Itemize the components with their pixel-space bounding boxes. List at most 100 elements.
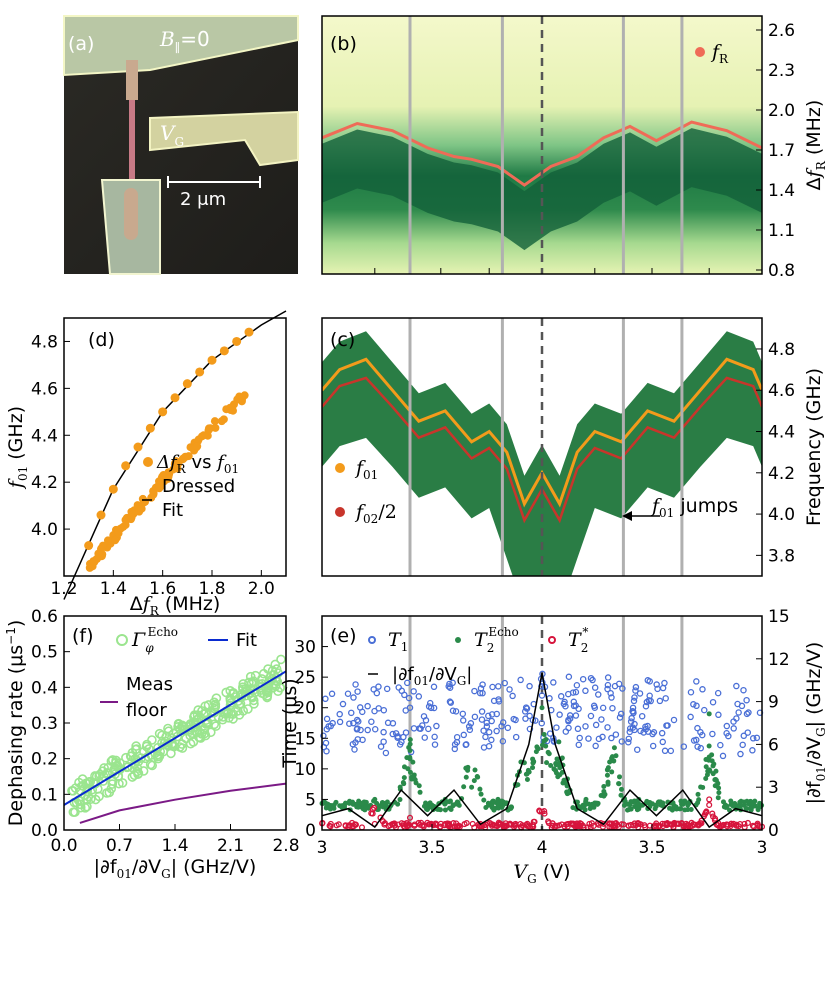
legend-label-dressed: Dressed [162,476,235,497]
data-point-T2echo [711,762,716,767]
x-tick-label: 2.8 [272,836,299,856]
data-point [211,417,219,425]
y-tick-label: 1.1 [768,221,795,241]
y-tick-label: 4.0 [768,505,795,525]
panel-label-b: (b) [330,33,357,55]
data-point-T2echo [554,770,559,775]
data-point [245,328,254,337]
data-point-T2echo [483,805,488,810]
data-point-T2echo [707,744,712,749]
data-point-T2echo [612,745,617,750]
legend-marker-T2echo [455,637,461,643]
y-axis-label-d: f01 (GHz) [5,406,30,490]
data-point-T2echo [502,801,507,806]
y-tick-label: 1.4 [768,181,795,201]
data-point-T2echo [410,760,415,765]
data-point-T2echo [328,803,333,808]
data-point-T2echo [672,803,677,808]
x-tick-label: 0.7 [106,836,133,856]
data-point-T2echo [540,743,545,748]
panel-label-a: (a) [68,33,94,55]
y-axis-label-f: Dephasing rate (μs−1) [4,620,27,827]
data-point [183,379,192,388]
data-point-T2echo [713,769,718,774]
data-point-T2echo [619,787,624,792]
legend-marker-f01 [335,463,345,473]
panel-label-d: (d) [88,329,115,351]
data-point-T2echo [405,766,410,771]
field-label: B∥=0 [159,27,210,55]
data-point-T2echo [481,798,486,803]
data-point-T2echo [408,737,413,742]
data-point-T2echo [698,785,703,790]
data-point-T2echo [716,785,721,790]
nanowire-junction [129,100,135,180]
data-point-T2echo [617,774,622,779]
data-point-T2echo [696,797,701,802]
panel-label-f: (f) [72,625,94,647]
y-tick-label: 4.8 [31,332,58,352]
data-point-T2echo [477,787,482,792]
y2-tick-label: 12 [768,650,790,670]
data-point-T2echo [472,768,477,773]
data-point-T2echo [402,775,407,780]
data-point-T2echo [544,760,549,765]
data-point-T2echo [629,807,634,812]
data-point-T2echo [496,797,501,802]
y-tick-label: 3.8 [768,546,795,566]
y2-tick-label: 3 [768,778,779,798]
data-point [171,393,180,402]
panel-label-c: (c) [330,329,355,351]
data-point-T2echo [354,804,359,809]
x-axis-label-f: |∂f01/∂VG| (GHz/V) [94,856,257,881]
data-point-T2echo [464,775,469,780]
data-point-T2echo [706,758,711,763]
data-point-T2echo [605,773,610,778]
figure: (a) B∥=0 VG 2 μm 0.81.11.41.72.02.32.6 (… [0,0,830,984]
data-point-T2echo [491,799,496,804]
data-point-T2echo [401,780,406,785]
data-point [90,558,98,566]
y-tick-label: 1.7 [768,141,795,161]
data-point-T2echo [611,758,616,763]
data-point-T2echo [469,785,474,790]
y-tick-label: 0.3 [31,714,58,734]
data-point-T2echo [647,800,652,805]
data-point [111,536,119,544]
data-point-T2echo [716,795,721,800]
data-point-T2echo [705,769,710,774]
data-point-T2echo [721,799,726,804]
x-tick-label: 3 [317,838,328,858]
data-point [122,516,130,524]
data-point-T2echo [601,789,606,794]
data-point-T2echo [428,800,433,805]
data-point-T2echo [630,799,635,804]
data-point [195,367,204,376]
data-point [121,461,130,470]
data-point-T2echo [583,802,588,807]
data-point-T2echo [414,780,419,785]
y-tick-label: 4.6 [31,379,58,399]
y-axis-label-b: ΔfR (MHz) [803,100,828,191]
data-point [205,424,213,432]
data-point [97,511,106,520]
y-tick-label: 0.8 [768,261,795,281]
data-point-T2echo [715,781,720,786]
data-point-T2echo [542,732,547,737]
y-tick-label: 2.3 [768,61,795,81]
x-tick-label: 3.5 [418,838,445,858]
nanowire-bottom [124,188,138,240]
x-axis-label-e: VG (V) [513,861,570,886]
x-tick-label: 1.2 [50,579,77,599]
y-tick-label: 4.2 [31,473,58,493]
x-tick-label: 4 [537,838,548,858]
data-point-T2echo [601,784,606,789]
nanowire-top [126,60,138,100]
data-point-T2echo [548,763,553,768]
data-point [94,550,102,558]
legend-marker-f_R [695,47,705,57]
data-point-T2echo [362,807,367,812]
y-tick-label: 4.6 [768,381,795,401]
data-point-T2echo [360,801,365,806]
data-point [114,526,122,534]
